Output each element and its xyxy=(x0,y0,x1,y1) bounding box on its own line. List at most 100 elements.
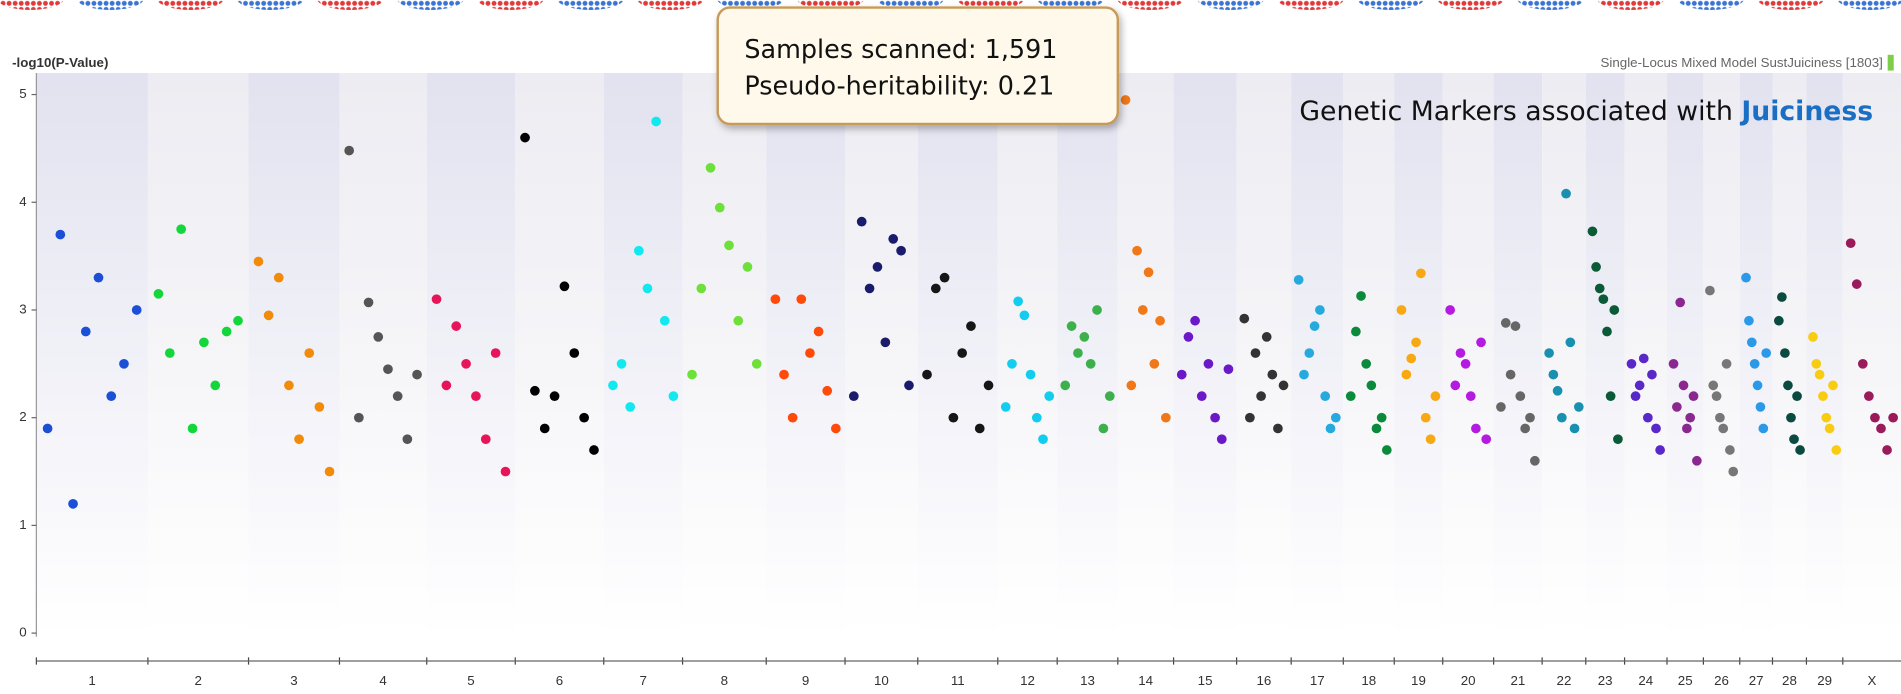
point xyxy=(1099,424,1109,434)
point xyxy=(1722,359,1732,369)
point xyxy=(1761,348,1771,358)
point xyxy=(1501,318,1511,328)
point xyxy=(1402,370,1412,380)
band xyxy=(604,73,683,637)
y-tick-label: 2 xyxy=(19,409,26,424)
point xyxy=(922,370,932,380)
point xyxy=(1210,413,1220,423)
point xyxy=(1326,424,1336,434)
point xyxy=(560,281,570,291)
band xyxy=(998,73,1057,637)
point xyxy=(1294,275,1304,285)
point xyxy=(724,240,734,250)
point xyxy=(1718,424,1728,434)
point xyxy=(1092,305,1102,315)
x-tick-label: 12 xyxy=(1020,673,1035,688)
decoration xyxy=(156,0,224,10)
point xyxy=(1882,445,1892,455)
band xyxy=(1586,73,1625,637)
point xyxy=(1177,370,1187,380)
point xyxy=(442,381,452,391)
point xyxy=(1456,348,1466,358)
point xyxy=(199,337,209,347)
point xyxy=(660,316,670,326)
decoration xyxy=(1597,0,1665,10)
point xyxy=(1496,402,1506,412)
x-tick-label: 1 xyxy=(88,673,95,688)
point xyxy=(1224,364,1234,374)
point xyxy=(403,434,413,444)
point xyxy=(1777,292,1787,302)
point xyxy=(1026,370,1036,380)
point xyxy=(530,386,540,396)
point xyxy=(1121,95,1131,105)
point xyxy=(1060,381,1070,391)
point xyxy=(651,117,661,127)
point xyxy=(1310,321,1320,331)
point xyxy=(1245,413,1255,423)
point xyxy=(43,424,53,434)
point xyxy=(1818,391,1828,401)
point xyxy=(1655,445,1665,455)
x-tick-label: 18 xyxy=(1361,673,1376,688)
point xyxy=(1692,456,1702,466)
point xyxy=(1105,391,1115,401)
y-tick-label: 3 xyxy=(19,301,26,316)
headline: Genetic Markers associated with Juicines… xyxy=(1299,95,1873,126)
x-tick-label: 29 xyxy=(1817,673,1832,688)
x-tick-label: 26 xyxy=(1714,673,1729,688)
point xyxy=(501,467,511,477)
chart: 1234567891011121314151617181920212223242… xyxy=(0,0,1901,694)
point xyxy=(1795,445,1805,455)
point xyxy=(569,348,579,358)
point xyxy=(491,348,501,358)
point xyxy=(617,359,627,369)
point xyxy=(1161,413,1171,423)
band xyxy=(1843,73,1901,637)
point xyxy=(643,284,653,294)
point xyxy=(1320,391,1330,401)
x-tick-label: 25 xyxy=(1678,673,1693,688)
band xyxy=(1174,73,1237,637)
decoration xyxy=(1517,0,1585,10)
point xyxy=(1715,413,1725,423)
point xyxy=(176,224,186,234)
point xyxy=(1828,381,1838,391)
point xyxy=(1825,424,1835,434)
point xyxy=(1606,391,1616,401)
point xyxy=(1553,386,1563,396)
band xyxy=(249,73,340,637)
point xyxy=(1599,294,1609,304)
point xyxy=(857,217,867,227)
x-tick-label: 8 xyxy=(721,673,728,688)
y-tick-label: 0 xyxy=(19,625,26,640)
point xyxy=(966,321,976,331)
point xyxy=(1356,291,1366,301)
point xyxy=(451,321,461,331)
point xyxy=(1712,391,1722,401)
point xyxy=(1647,370,1657,380)
point xyxy=(975,424,985,434)
band xyxy=(1772,73,1806,637)
point xyxy=(1020,311,1030,321)
point xyxy=(210,381,220,391)
x-tick-label: 20 xyxy=(1461,673,1476,688)
point xyxy=(796,294,806,304)
info-line: Samples scanned: 1,591 xyxy=(744,35,1057,65)
page: {"chart_data": { "type": "scatter", "y_l… xyxy=(0,0,1901,694)
point xyxy=(849,391,859,401)
point xyxy=(1591,262,1601,272)
point xyxy=(1217,434,1227,444)
point xyxy=(132,305,142,315)
point xyxy=(1786,413,1796,423)
x-tick-label: 21 xyxy=(1510,673,1525,688)
point xyxy=(814,327,824,337)
info-box xyxy=(718,8,1118,124)
band xyxy=(1343,73,1394,637)
point xyxy=(364,298,374,308)
point xyxy=(1267,370,1277,380)
decoration xyxy=(1277,0,1345,10)
point xyxy=(254,257,264,267)
point xyxy=(1426,434,1436,444)
subtitle: Single-Locus Mixed Model SustJuiciness [… xyxy=(1601,55,1883,70)
